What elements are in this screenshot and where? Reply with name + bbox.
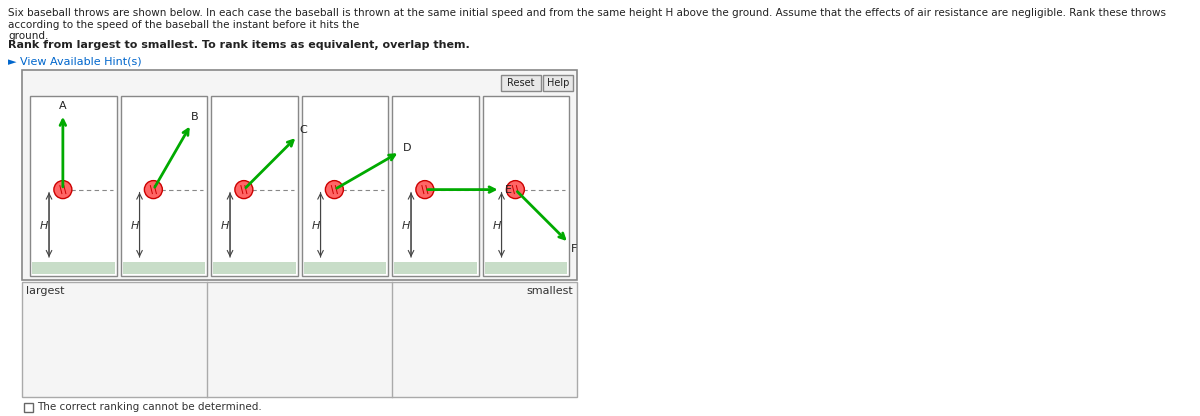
FancyBboxPatch shape	[392, 96, 479, 276]
Circle shape	[325, 181, 343, 198]
FancyBboxPatch shape	[32, 262, 114, 274]
Circle shape	[416, 181, 434, 198]
Text: E: E	[505, 185, 512, 195]
Text: A: A	[59, 101, 67, 111]
Circle shape	[54, 181, 72, 198]
Text: H: H	[492, 221, 500, 231]
FancyBboxPatch shape	[120, 96, 208, 276]
FancyBboxPatch shape	[482, 96, 569, 276]
Text: H: H	[221, 221, 229, 231]
FancyBboxPatch shape	[22, 282, 577, 397]
Text: B: B	[191, 112, 199, 122]
Text: ► View Available Hint(s): ► View Available Hint(s)	[8, 56, 142, 66]
FancyBboxPatch shape	[485, 262, 568, 274]
Text: Reset: Reset	[508, 78, 535, 88]
FancyBboxPatch shape	[542, 75, 574, 91]
Text: H: H	[40, 221, 48, 231]
FancyBboxPatch shape	[24, 403, 34, 412]
Circle shape	[506, 181, 524, 198]
Circle shape	[144, 181, 162, 198]
Text: largest: largest	[26, 286, 65, 296]
FancyBboxPatch shape	[214, 262, 295, 274]
Text: Six baseball throws are shown below. In each case the baseball is thrown at the : Six baseball throws are shown below. In …	[8, 8, 1166, 41]
FancyBboxPatch shape	[211, 96, 298, 276]
Text: Rank from largest to smallest. To rank items as equivalent, overlap them.: Rank from largest to smallest. To rank i…	[8, 40, 469, 50]
Text: Help: Help	[547, 78, 569, 88]
Text: F: F	[571, 244, 577, 254]
FancyBboxPatch shape	[502, 75, 541, 91]
Text: smallest: smallest	[527, 286, 574, 296]
Text: C: C	[299, 126, 307, 136]
FancyBboxPatch shape	[304, 262, 386, 274]
FancyBboxPatch shape	[394, 262, 476, 274]
FancyBboxPatch shape	[22, 70, 577, 280]
Text: H: H	[402, 221, 410, 231]
Text: H: H	[131, 221, 139, 231]
Text: D: D	[402, 143, 412, 153]
Circle shape	[235, 181, 253, 198]
FancyBboxPatch shape	[301, 96, 388, 276]
FancyBboxPatch shape	[30, 96, 116, 276]
FancyBboxPatch shape	[122, 262, 205, 274]
Text: The correct ranking cannot be determined.: The correct ranking cannot be determined…	[37, 403, 262, 413]
Text: H: H	[311, 221, 319, 231]
